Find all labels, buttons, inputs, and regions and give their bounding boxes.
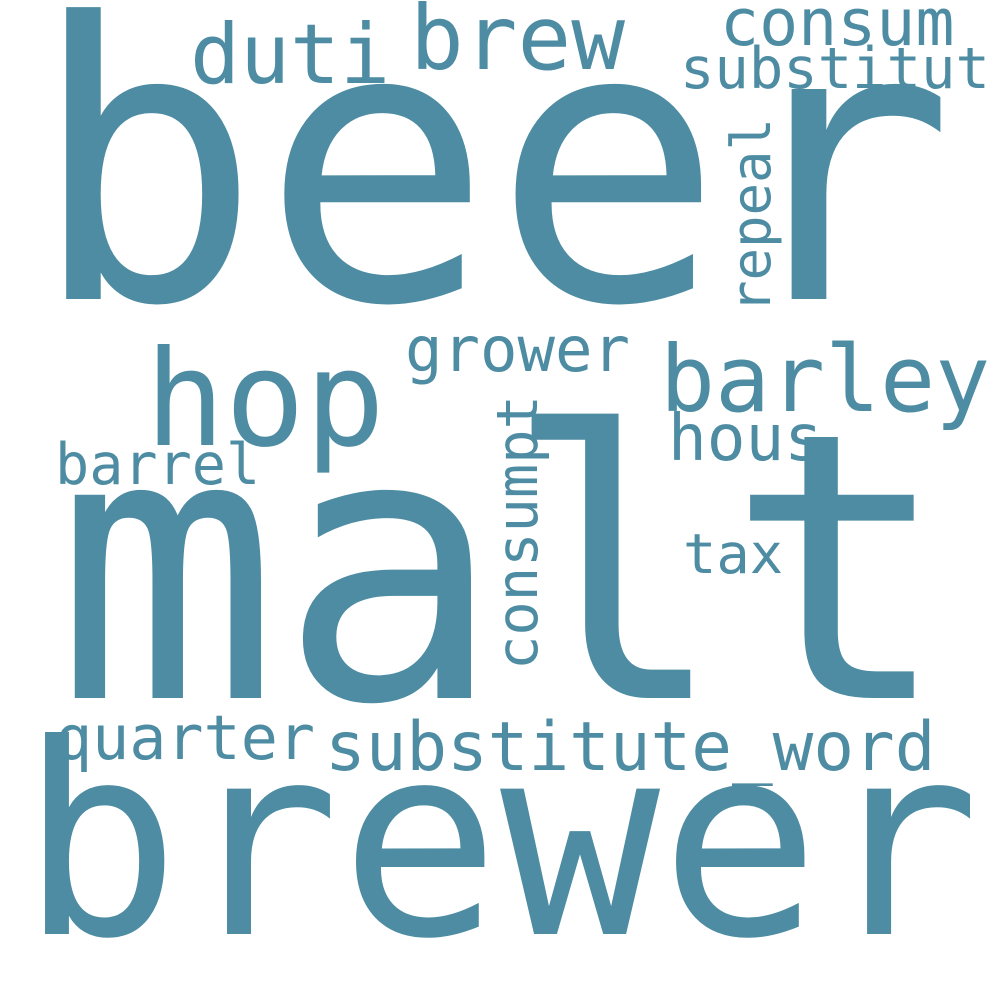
- word-substitut: substitut: [680, 36, 990, 103]
- word-brew: brew: [410, 0, 626, 92]
- word-barrel: barrel: [55, 431, 261, 498]
- word-tax: tax: [683, 523, 784, 588]
- word-beer: beer: [30, 0, 955, 390]
- word-consumpt: consumpt: [485, 395, 551, 670]
- word-consum: consum: [720, 0, 955, 61]
- word-quarter: quarter: [55, 702, 315, 775]
- word-brewer: brewer: [20, 686, 981, 997]
- word-barley: barley: [660, 326, 991, 434]
- word-hop: hop: [145, 322, 385, 477]
- word-grower: grower: [405, 312, 631, 386]
- word-substitute-word: substitute_word: [325, 707, 936, 787]
- word-duti: duti: [190, 6, 391, 104]
- word-repeal: repeal: [720, 117, 783, 313]
- word-hous: hous: [668, 400, 824, 476]
- word-malt: malt: [55, 353, 951, 787]
